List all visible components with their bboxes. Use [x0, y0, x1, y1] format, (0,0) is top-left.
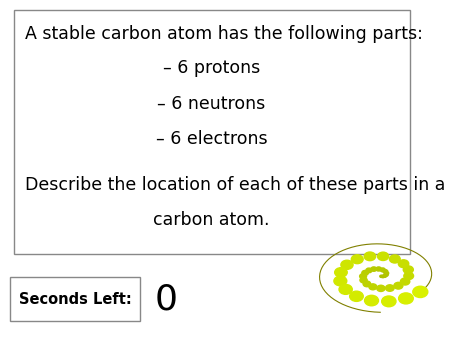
Circle shape — [384, 273, 388, 276]
Circle shape — [400, 278, 410, 285]
Circle shape — [399, 293, 413, 304]
Circle shape — [403, 266, 413, 273]
Circle shape — [384, 271, 389, 275]
Circle shape — [366, 268, 372, 273]
Circle shape — [360, 277, 367, 283]
Circle shape — [335, 268, 347, 277]
Circle shape — [360, 274, 366, 279]
Text: A stable carbon atom has the following parts:: A stable carbon atom has the following p… — [25, 25, 423, 43]
Text: Seconds Left:: Seconds Left: — [19, 292, 131, 307]
Circle shape — [364, 252, 376, 261]
Text: – 6 neutrons: – 6 neutrons — [158, 95, 266, 113]
Circle shape — [351, 255, 363, 264]
Circle shape — [339, 284, 352, 294]
Circle shape — [394, 282, 403, 289]
Circle shape — [369, 284, 377, 290]
FancyBboxPatch shape — [10, 277, 140, 321]
Circle shape — [380, 268, 385, 272]
Text: Describe the location of each of these parts in a: Describe the location of each of these p… — [25, 176, 445, 194]
Circle shape — [334, 276, 347, 286]
Circle shape — [404, 272, 414, 280]
Text: 0: 0 — [155, 282, 178, 316]
Circle shape — [371, 267, 377, 271]
Circle shape — [350, 291, 363, 301]
Circle shape — [383, 270, 388, 273]
Circle shape — [362, 270, 369, 275]
Circle shape — [376, 267, 382, 271]
Circle shape — [377, 285, 385, 291]
Circle shape — [398, 260, 409, 268]
Text: – 6 electrons: – 6 electrons — [156, 130, 267, 148]
Text: carbon atom.: carbon atom. — [153, 211, 270, 229]
Circle shape — [389, 255, 400, 263]
Circle shape — [413, 286, 428, 297]
Circle shape — [382, 296, 396, 307]
Circle shape — [341, 260, 353, 269]
Circle shape — [378, 252, 389, 261]
Circle shape — [386, 285, 394, 291]
FancyBboxPatch shape — [14, 10, 410, 253]
Text: – 6 protons: – 6 protons — [163, 59, 260, 77]
Circle shape — [363, 281, 371, 287]
Circle shape — [383, 274, 387, 277]
Circle shape — [364, 295, 378, 306]
Circle shape — [381, 275, 385, 278]
Circle shape — [380, 275, 383, 277]
